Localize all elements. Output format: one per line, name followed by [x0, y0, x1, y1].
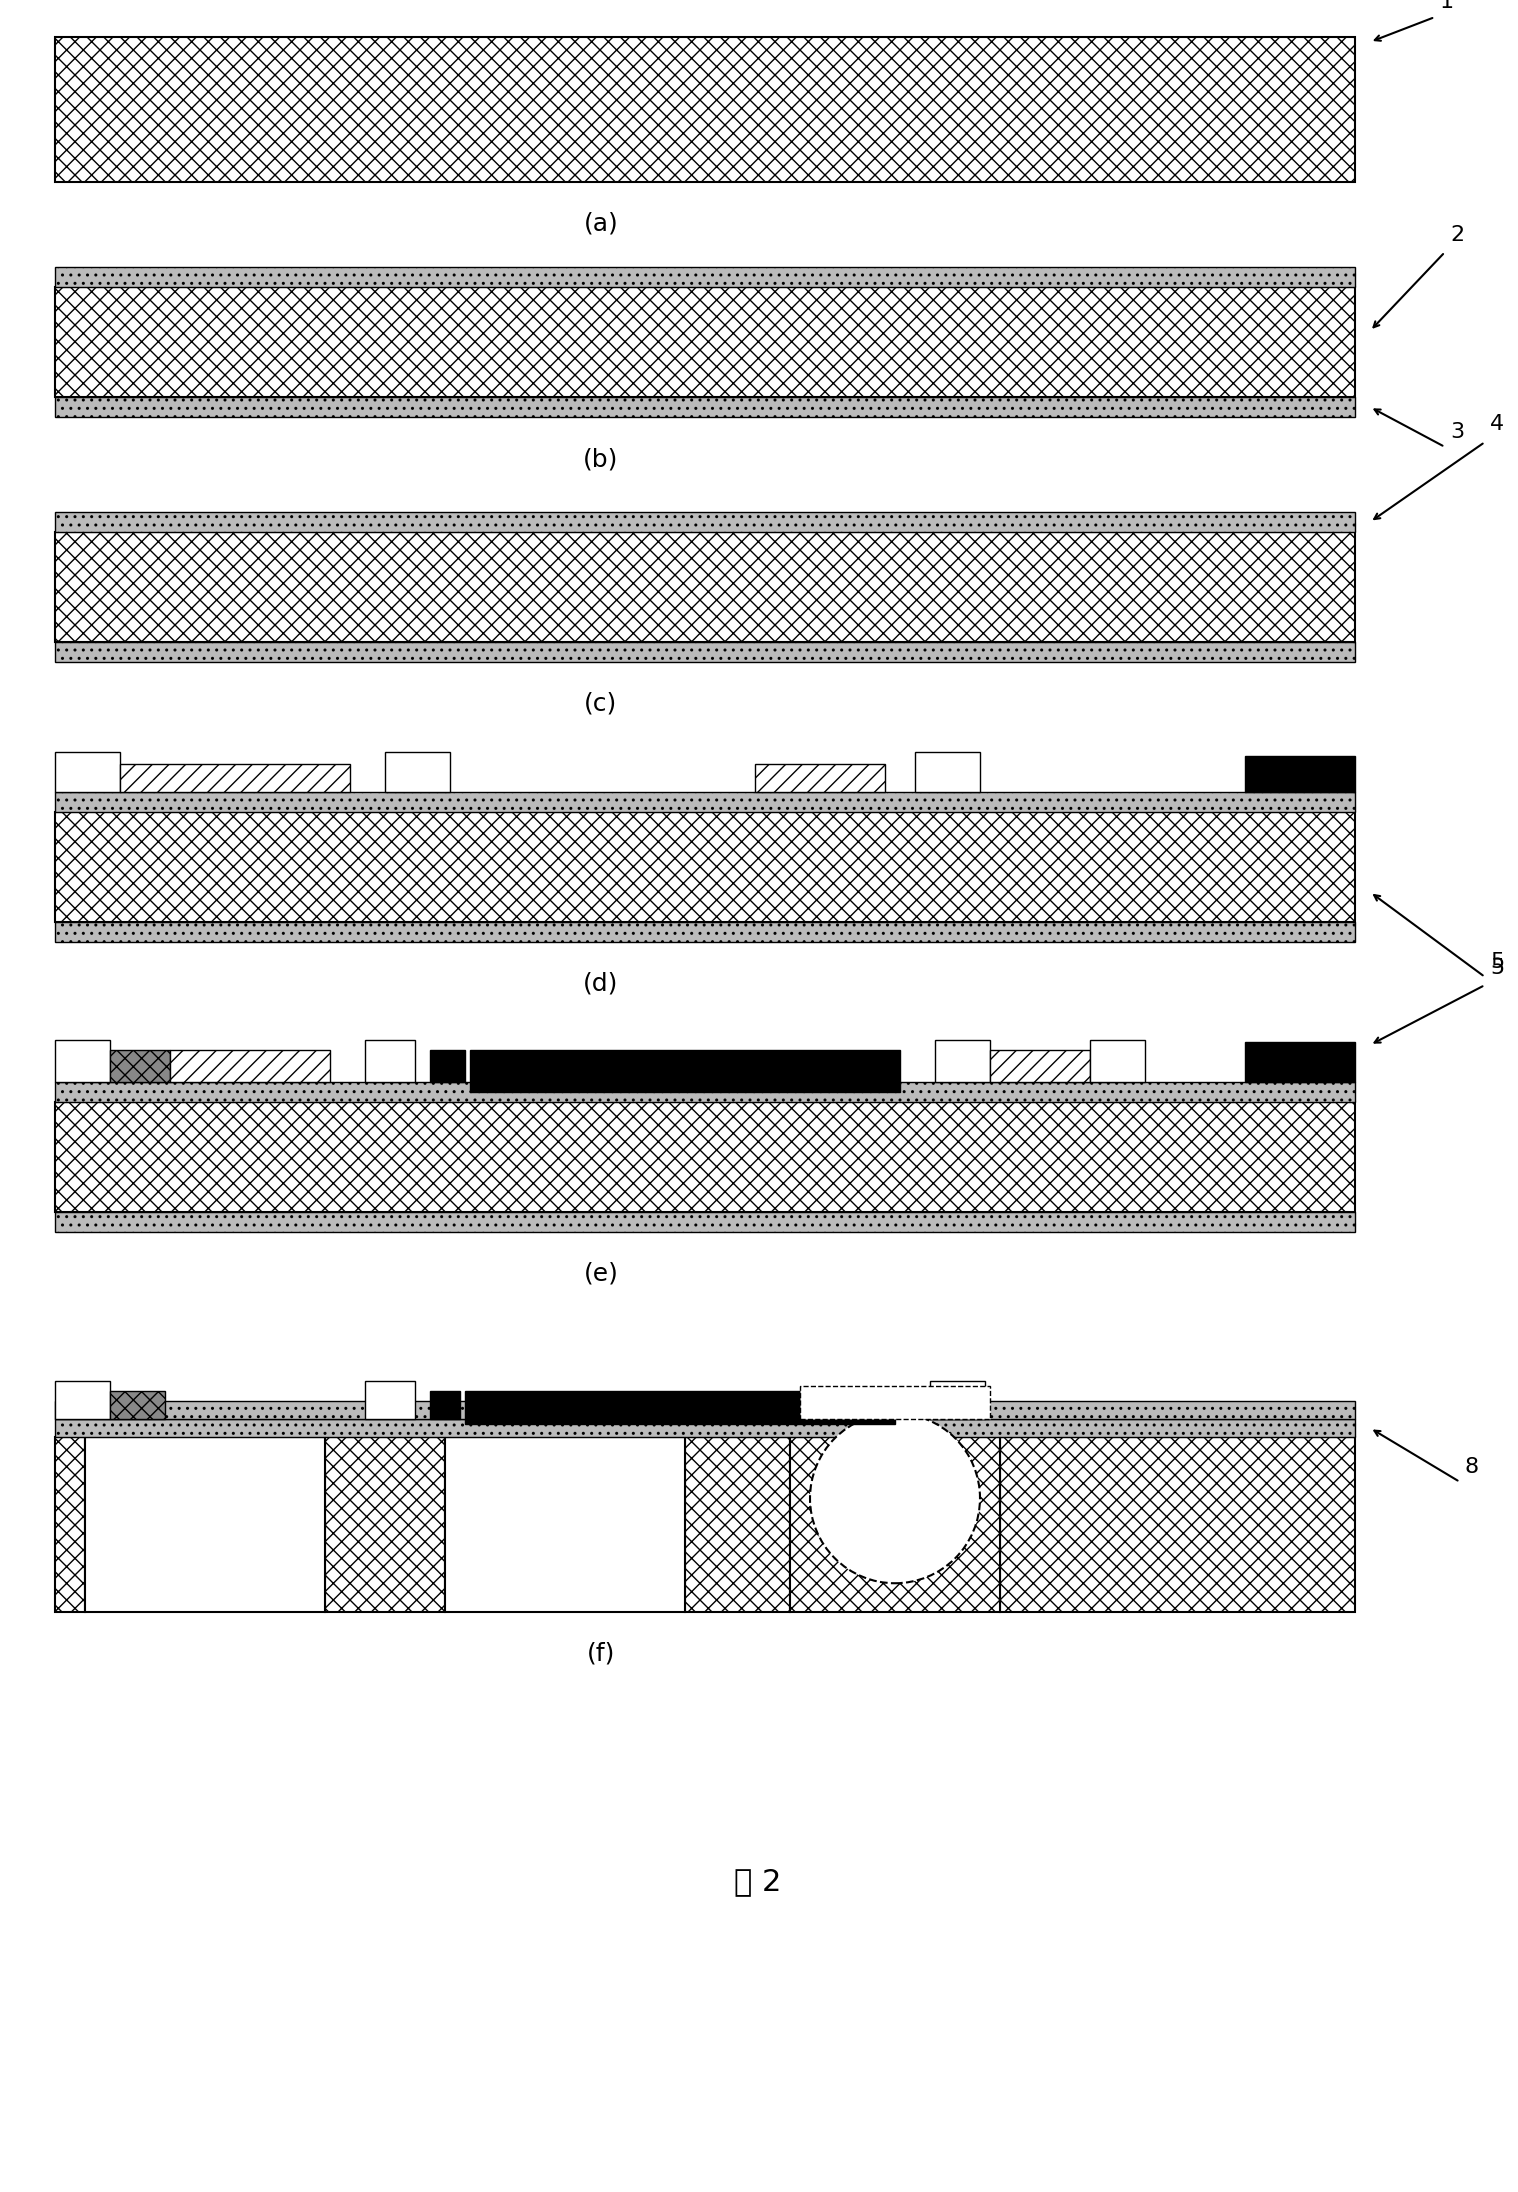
- Bar: [800, 1385, 990, 1418]
- Bar: [1000, 1438, 1356, 1611]
- Text: (e): (e): [583, 1263, 618, 1287]
- Bar: [55, 1401, 1356, 1418]
- Bar: [55, 811, 1356, 923]
- Bar: [55, 397, 1356, 416]
- Bar: [55, 752, 120, 791]
- Bar: [55, 642, 1356, 662]
- Bar: [55, 513, 1356, 533]
- Bar: [170, 1050, 329, 1083]
- Bar: [109, 1392, 165, 1418]
- Bar: [935, 1039, 990, 1083]
- Text: (d): (d): [583, 971, 619, 995]
- Bar: [55, 791, 1356, 811]
- Text: 5: 5: [1491, 958, 1504, 978]
- Text: (b): (b): [583, 447, 619, 471]
- Bar: [325, 1438, 445, 1611]
- Bar: [1090, 1039, 1145, 1083]
- Bar: [445, 1438, 685, 1611]
- Bar: [364, 1039, 414, 1083]
- Text: (a): (a): [583, 213, 618, 237]
- Bar: [55, 1438, 85, 1611]
- Bar: [55, 1083, 1356, 1103]
- Text: 4: 4: [1491, 414, 1504, 434]
- Bar: [1245, 1041, 1356, 1083]
- Bar: [55, 1381, 109, 1418]
- Bar: [465, 1392, 896, 1425]
- Bar: [430, 1392, 460, 1418]
- Bar: [85, 1438, 325, 1611]
- Bar: [1245, 756, 1356, 791]
- Bar: [915, 752, 981, 791]
- Bar: [55, 1103, 1356, 1212]
- Bar: [55, 37, 1356, 182]
- Bar: [990, 1050, 1090, 1083]
- Bar: [471, 1050, 900, 1092]
- Bar: [55, 287, 1356, 397]
- Text: 2: 2: [1450, 226, 1465, 246]
- Bar: [789, 1438, 1000, 1611]
- Bar: [55, 267, 1356, 287]
- Bar: [754, 765, 885, 791]
- Bar: [430, 1050, 465, 1083]
- Bar: [386, 752, 449, 791]
- Text: 5: 5: [1491, 951, 1504, 971]
- Circle shape: [811, 1414, 981, 1583]
- Bar: [685, 1438, 789, 1611]
- Text: 图 2: 图 2: [735, 1868, 782, 1896]
- Text: 8: 8: [1465, 1458, 1479, 1477]
- Bar: [55, 533, 1356, 642]
- Bar: [109, 1050, 170, 1083]
- Bar: [55, 1212, 1356, 1232]
- Text: (f): (f): [587, 1642, 615, 1666]
- Bar: [120, 765, 351, 791]
- Bar: [55, 1039, 109, 1083]
- Bar: [931, 1381, 985, 1418]
- Text: (c): (c): [584, 693, 618, 717]
- Bar: [55, 923, 1356, 943]
- Text: 1: 1: [1441, 0, 1454, 11]
- Bar: [364, 1381, 414, 1418]
- Bar: [55, 1418, 1356, 1438]
- Text: 3: 3: [1450, 423, 1465, 443]
